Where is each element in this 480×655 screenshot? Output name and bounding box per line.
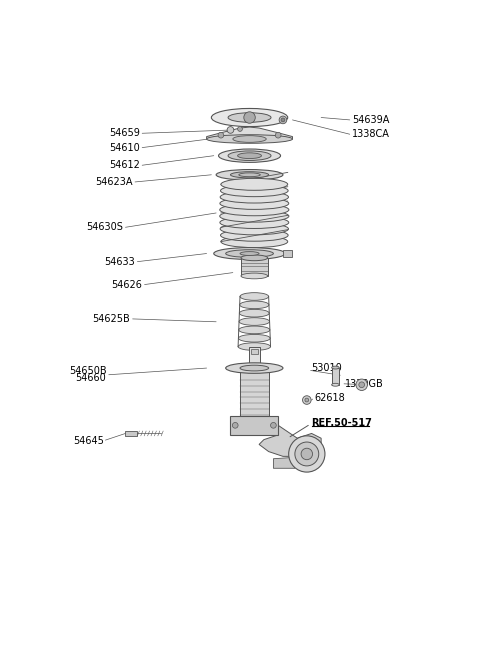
Polygon shape bbox=[125, 430, 137, 436]
Ellipse shape bbox=[214, 248, 285, 259]
Circle shape bbox=[232, 422, 238, 428]
Ellipse shape bbox=[239, 326, 270, 333]
Text: 54645: 54645 bbox=[73, 436, 104, 445]
Text: 54650B: 54650B bbox=[69, 366, 107, 377]
Text: 54625B: 54625B bbox=[93, 314, 130, 324]
Text: 54612: 54612 bbox=[109, 160, 140, 170]
Circle shape bbox=[238, 126, 242, 132]
Circle shape bbox=[288, 436, 325, 472]
Circle shape bbox=[305, 398, 309, 402]
Ellipse shape bbox=[220, 217, 289, 229]
Ellipse shape bbox=[220, 204, 289, 215]
Circle shape bbox=[271, 422, 276, 428]
Ellipse shape bbox=[240, 301, 269, 309]
Ellipse shape bbox=[220, 229, 288, 241]
Ellipse shape bbox=[221, 236, 288, 248]
Text: 54623A: 54623A bbox=[95, 177, 132, 187]
Circle shape bbox=[227, 126, 234, 133]
Ellipse shape bbox=[211, 109, 288, 126]
Ellipse shape bbox=[239, 335, 270, 342]
Circle shape bbox=[295, 442, 319, 466]
Ellipse shape bbox=[220, 191, 288, 203]
Ellipse shape bbox=[332, 366, 339, 369]
Text: 1338CA: 1338CA bbox=[352, 129, 390, 140]
Text: 54626: 54626 bbox=[111, 280, 142, 290]
Ellipse shape bbox=[206, 135, 292, 143]
Circle shape bbox=[302, 396, 311, 404]
Text: 54659: 54659 bbox=[109, 128, 140, 138]
Text: 1339GB: 1339GB bbox=[345, 379, 384, 389]
Ellipse shape bbox=[239, 318, 270, 326]
Ellipse shape bbox=[240, 365, 269, 371]
Ellipse shape bbox=[332, 383, 339, 386]
Ellipse shape bbox=[238, 153, 262, 159]
Polygon shape bbox=[259, 425, 321, 457]
Polygon shape bbox=[240, 371, 269, 425]
Circle shape bbox=[281, 118, 285, 122]
Text: 53010: 53010 bbox=[312, 363, 342, 373]
Ellipse shape bbox=[233, 136, 266, 142]
Ellipse shape bbox=[238, 343, 271, 350]
Text: 54630S: 54630S bbox=[86, 222, 123, 233]
Ellipse shape bbox=[218, 149, 281, 162]
Ellipse shape bbox=[228, 151, 271, 160]
Ellipse shape bbox=[230, 172, 269, 178]
Ellipse shape bbox=[220, 223, 288, 235]
Circle shape bbox=[359, 382, 364, 388]
Ellipse shape bbox=[240, 309, 269, 317]
Polygon shape bbox=[206, 127, 292, 139]
Ellipse shape bbox=[241, 255, 268, 261]
Circle shape bbox=[356, 379, 367, 390]
Polygon shape bbox=[283, 250, 292, 257]
Ellipse shape bbox=[226, 363, 283, 373]
Ellipse shape bbox=[240, 293, 269, 300]
Polygon shape bbox=[251, 349, 258, 354]
Ellipse shape bbox=[241, 273, 268, 279]
Text: 54633: 54633 bbox=[104, 257, 135, 267]
Ellipse shape bbox=[226, 250, 274, 257]
Ellipse shape bbox=[220, 210, 289, 222]
Circle shape bbox=[276, 132, 281, 138]
Ellipse shape bbox=[221, 178, 288, 191]
Ellipse shape bbox=[220, 185, 288, 196]
Polygon shape bbox=[332, 367, 339, 384]
Text: REF.50-517: REF.50-517 bbox=[312, 418, 372, 428]
Text: 54639A: 54639A bbox=[352, 115, 390, 125]
Polygon shape bbox=[249, 346, 260, 365]
Text: 54610: 54610 bbox=[109, 143, 140, 153]
Text: 54660: 54660 bbox=[76, 373, 107, 383]
Ellipse shape bbox=[240, 252, 259, 255]
Ellipse shape bbox=[228, 113, 271, 122]
Polygon shape bbox=[230, 416, 278, 435]
Circle shape bbox=[244, 112, 255, 123]
Text: 62618: 62618 bbox=[314, 393, 345, 403]
Polygon shape bbox=[241, 258, 268, 276]
Circle shape bbox=[301, 448, 312, 460]
Polygon shape bbox=[274, 457, 295, 468]
Circle shape bbox=[279, 116, 287, 124]
Circle shape bbox=[218, 132, 224, 138]
Ellipse shape bbox=[216, 170, 283, 180]
Ellipse shape bbox=[220, 197, 289, 210]
